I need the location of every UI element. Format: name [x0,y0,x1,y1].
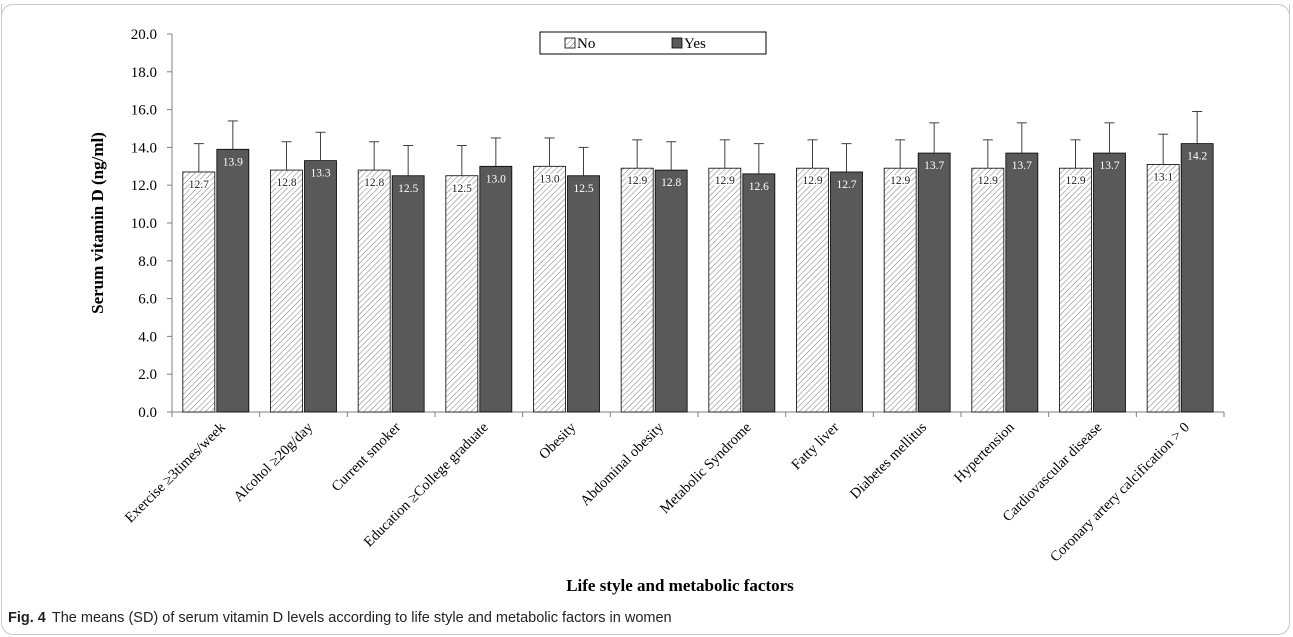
data-label: 14.2 [1187,151,1207,163]
data-label: 13.1 [1153,171,1173,183]
data-label: 12.7 [836,179,856,191]
x-axis-title: Life style and metabolic factors [566,576,794,595]
bar-yes [391,175,425,413]
bar-yes [654,169,688,413]
legend-swatch-yes [671,37,683,49]
data-label: 13.7 [1099,160,1119,172]
x-tick-label: Fatty liver [789,419,843,473]
data-label: 13.7 [924,160,944,172]
data-label: 12.5 [452,183,472,195]
data-label: 12.6 [749,181,769,193]
data-label: 12.5 [398,183,418,195]
y-tick-label: 0.0 [138,405,157,421]
bar-yes [479,165,513,413]
legend: No Yes [539,31,767,55]
data-label: 12.5 [573,183,593,195]
legend-box [539,31,767,55]
x-tick-label: Hypertension [951,419,1018,486]
bar-no [708,167,742,413]
bar-no [883,167,917,413]
bar-no [357,169,391,413]
bar-no [620,167,654,413]
bar-yes [917,152,951,413]
data-label: 13.7 [1012,160,1032,172]
x-tick-label: Cardiovascular disease [1000,420,1106,526]
data-label: 12.7 [189,179,209,191]
y-tick-label: 14.0 [131,140,157,156]
bar-no [182,171,216,413]
figure-frame [1,4,1290,635]
x-tick-label: Coronary artery calcification > 0 [1047,420,1193,566]
bars: 12.7 13.9 12.8 13.3 12.8 12.5 12.5 13.0 13.0 12.5… [182,110,1214,413]
y-tick-label: 4.0 [138,329,157,345]
data-label: 12.9 [890,175,910,187]
x-tick-label: Exercise ≥3times/week [122,419,229,526]
y-tick-label: 10.0 [131,216,157,232]
x-tick-label: Alcohol ≥20g/day [231,419,317,505]
y-tick-label: 2.0 [138,367,157,383]
y-tick-label: 20.0 [131,27,157,43]
y-tick-label: 12.0 [131,178,157,194]
bar-no [1059,167,1092,413]
y-tick-label: 8.0 [138,254,157,270]
bar-yes [830,171,863,413]
data-label: 12.8 [276,177,296,189]
data-label: 12.8 [364,177,384,189]
data-label: 13.0 [539,173,559,185]
y-tick-label: 6.0 [138,292,157,308]
bar-no [270,169,303,413]
x-tick-label: Diabetes mellitus [847,419,930,502]
bar-no [796,167,829,413]
figure-caption-text: The means (SD) of serum vitamin D levels… [51,610,672,626]
data-label: 12.8 [661,177,681,189]
bar-no [533,165,566,413]
x-tick-label: Obesity [536,419,580,463]
bar-yes [1180,143,1214,413]
data-label: 13.3 [310,168,330,180]
bar-yes [216,148,250,413]
figure-label: Fig. 4 [8,610,46,626]
legend-label-no: No [577,36,595,52]
bar-yes [742,173,776,413]
bar-chart: 0.0 2.0 4.0 6.0 8.0 10.0 12.0 14.0 16.0 18.0 20.0 E… [88,27,1225,595]
bar-yes [1093,152,1126,413]
data-label: 12.9 [1065,175,1085,187]
legend-label-yes: Yes [684,36,706,52]
x-tick-label: Metabolic Syndrome [657,420,755,518]
y-axis-title: Serum vitamin D (ng/ml) [88,132,107,314]
y-tick-label: 16.0 [131,103,157,119]
data-label: 12.9 [978,175,998,187]
bar-yes [304,160,337,413]
data-label: 12.9 [715,175,735,187]
data-label: 13.0 [486,173,506,185]
bar-yes [567,175,600,413]
bar-no [1146,164,1180,413]
bar-yes [1005,152,1039,413]
legend-swatch-no [564,37,576,49]
data-label: 13.9 [223,156,243,168]
figure-caption: Fig. 4 The means (SD) of serum vitamin D … [8,610,672,626]
y-tick-label: 18.0 [131,65,157,81]
bar-no [971,167,1005,413]
data-label: 12.9 [627,175,647,187]
data-label: 12.9 [802,175,822,187]
x-tick-label: Current smoker [329,419,405,495]
x-tick-label: Abdominal obesity [577,419,667,509]
bar-no [445,175,479,413]
